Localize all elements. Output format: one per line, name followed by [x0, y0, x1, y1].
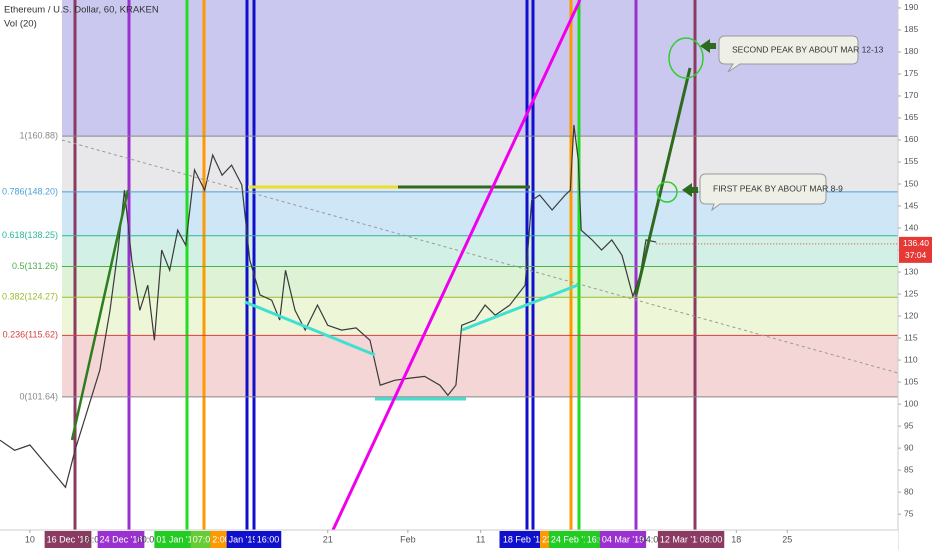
y-tick-label: 165: [904, 112, 918, 122]
x-tick-label: Feb: [400, 534, 416, 544]
marker-label-bg: [500, 531, 548, 548]
marker-label: 16:00: [257, 534, 280, 544]
y-tick-label: 185: [904, 24, 918, 34]
trend-line: [461, 283, 579, 332]
y-tick-label: 85: [904, 464, 914, 474]
y-tick-label: 75: [904, 508, 914, 518]
marker-label: Jan '19: [229, 534, 258, 544]
peak-circle: [656, 181, 678, 203]
marker-label: 2:00: [212, 534, 230, 544]
fib-label: 0.786(148.20): [2, 186, 58, 196]
marker-label-bg: [254, 531, 282, 548]
y-tick-label: 90: [904, 442, 914, 452]
marker-label-bg: [697, 531, 725, 548]
marker-label-bg: [226, 531, 260, 548]
marker-label: 16:00: [82, 534, 105, 544]
backgrounds: [62, 0, 898, 397]
fib-zone: [62, 297, 898, 336]
fib-label: 0.618(138.25): [2, 230, 58, 240]
marker-label-bg: [548, 531, 596, 548]
y-tick-label: 125: [904, 288, 918, 298]
arrow: [682, 183, 698, 197]
x-tick-label: 11: [476, 534, 485, 544]
y-tick-label: 155: [904, 156, 918, 166]
callout-text: SECOND PEAK BY ABOUT MAR 12-13: [732, 44, 884, 54]
fib-zone: [62, 266, 898, 298]
marker-label: 01 Jan '19: [156, 534, 197, 544]
y-tick-label: 105: [904, 376, 918, 386]
zone-top: [62, 0, 898, 137]
marker-label-bg: [154, 531, 200, 548]
marker-labels: 16 Dec '18 16:00 24 Dec '18 10:00 01 Jan…: [44, 531, 725, 548]
y-tick-label: 120: [904, 310, 918, 320]
callout-text: FIRST PEAK BY ABOUT MAR 8-9: [713, 183, 843, 193]
y-axis-panel: [898, 0, 932, 550]
marker-label: 04:00: [641, 534, 664, 544]
indicator-label: Vol (20): [4, 19, 37, 30]
y-tick-label: 95: [904, 420, 914, 430]
y-tick-label: 160: [904, 134, 918, 144]
fib-zone: [62, 335, 898, 397]
marker-label-bg: [210, 531, 232, 548]
y-tick-label: 130: [904, 266, 918, 276]
callout-box: [699, 173, 827, 212]
callout-box: [718, 35, 859, 73]
trend-line: [244, 300, 376, 357]
y-tick-label: 170: [904, 90, 918, 100]
last-price-label: 136.40: [903, 238, 929, 248]
fib-label: 1(160.88): [19, 130, 58, 140]
plot: 1(160.88) 0.786(148.20) 0.618(138.25) 0.5(1…: [0, 124, 898, 489]
y-tick-label: 145: [904, 200, 918, 210]
axes: 7580859095100105110115120125130135140145…: [25, 2, 932, 544]
trend-line: [331, 0, 582, 531]
y-tick-label: 80: [904, 486, 914, 496]
x-tick-label: 25: [782, 534, 792, 544]
trend-line: [61, 139, 899, 374]
last-price-box: [899, 236, 932, 263]
marker-label-bg: [97, 531, 145, 548]
marker-label-bg: [657, 531, 705, 548]
arrow: [700, 39, 716, 53]
y-tick-label: 140: [904, 222, 918, 232]
x-tick-label: 10: [25, 534, 35, 544]
y-tick-label: 100: [904, 398, 918, 408]
trend-line: [70, 189, 130, 441]
marker-label: 12 Mar '19: [660, 534, 702, 544]
x-tick-label: 18: [731, 534, 741, 544]
marker-label: 10:00: [137, 534, 160, 544]
projection-line: [634, 67, 692, 296]
marker-label: 16 Dec '18: [47, 534, 90, 544]
marker-label: 24 Feb '19: [551, 534, 593, 544]
chart-title: Ethereum / U.S. Dollar, 60, KRAKEN: [4, 5, 159, 16]
marker-label: 24 Dec '18: [100, 534, 143, 544]
marker-label: 23: [542, 534, 552, 544]
fib-label: 0.5(131.26): [12, 261, 58, 271]
y-tick-label: 115: [904, 332, 918, 342]
marker-label-bg: [44, 531, 92, 548]
marker-label: 16:00: [587, 534, 610, 544]
marker-label-bg: [599, 531, 647, 548]
fib-label: 0(101.64): [19, 391, 58, 401]
fib-zone: [62, 235, 898, 267]
drawings: [61, 0, 899, 531]
fib-label: 0.382(124.27): [2, 292, 58, 302]
countdown: 37:04: [905, 250, 927, 260]
marker-label: 04 Mar '19: [602, 534, 644, 544]
vertical-markers: [73, 0, 697, 530]
marker-label: 08:00: [700, 534, 723, 544]
marker-label: 18 Feb '19: [503, 534, 545, 544]
y-tick-label: 110: [904, 354, 918, 364]
fib-label: 0.236(115.62): [3, 330, 58, 340]
marker-label: 07:00: [193, 534, 216, 544]
y-tick-label: 150: [904, 178, 918, 188]
price-line: [0, 124, 657, 489]
y-tick-label: 190: [904, 2, 918, 12]
y-tick-label: 180: [904, 46, 918, 56]
x-tick-label: 21: [323, 534, 333, 544]
peak-circle: [668, 37, 704, 79]
y-tick-label: 175: [904, 68, 918, 78]
